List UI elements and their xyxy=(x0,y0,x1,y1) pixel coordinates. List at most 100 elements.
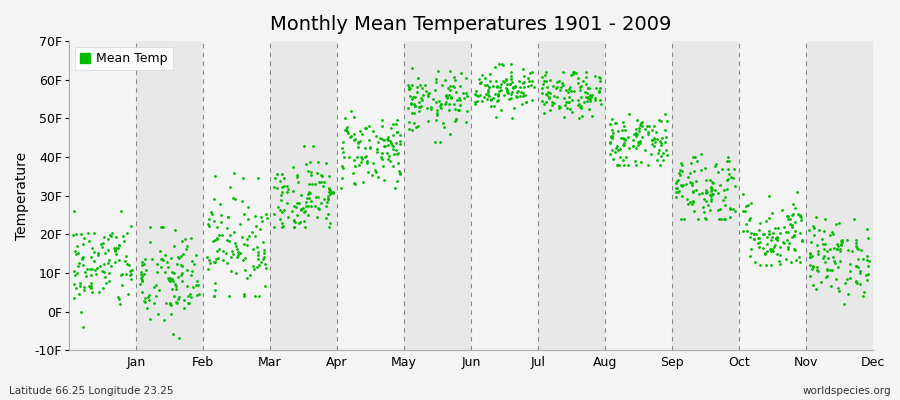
Point xyxy=(204,211,219,217)
Point xyxy=(824,282,839,289)
Point xyxy=(764,246,778,252)
Point xyxy=(483,96,498,102)
Point xyxy=(494,87,508,93)
Point xyxy=(455,90,470,96)
Point xyxy=(389,146,403,153)
Point xyxy=(501,89,516,96)
Point xyxy=(286,164,301,170)
Point xyxy=(616,140,631,146)
Point xyxy=(747,236,761,242)
Point xyxy=(166,278,180,284)
Point xyxy=(347,114,362,120)
Point xyxy=(589,84,603,91)
Point xyxy=(781,213,796,219)
Point xyxy=(314,179,328,185)
Point xyxy=(704,196,718,202)
Point xyxy=(656,150,670,156)
Point xyxy=(816,246,831,252)
Point xyxy=(101,260,115,266)
Point xyxy=(84,280,98,286)
Point xyxy=(135,288,149,295)
Point xyxy=(540,92,554,98)
Point xyxy=(308,203,322,210)
Point xyxy=(674,216,688,222)
Point xyxy=(189,252,203,258)
Point xyxy=(713,206,727,213)
Point xyxy=(632,128,646,134)
Point xyxy=(287,217,302,223)
Point xyxy=(788,257,803,263)
Point xyxy=(210,224,224,231)
Point xyxy=(641,129,655,136)
Point xyxy=(660,152,674,158)
Point xyxy=(670,176,685,183)
Point xyxy=(299,203,313,210)
Point xyxy=(347,136,362,143)
Point xyxy=(133,280,148,287)
Point xyxy=(778,256,793,262)
Point xyxy=(484,97,499,103)
Point xyxy=(716,186,731,193)
Point xyxy=(362,123,376,129)
Point xyxy=(806,282,820,288)
Point xyxy=(659,134,673,141)
Point xyxy=(786,234,800,240)
Point xyxy=(137,298,151,304)
Point xyxy=(809,264,824,270)
Point xyxy=(219,250,233,256)
Point xyxy=(339,124,354,130)
Point xyxy=(208,237,222,243)
Point xyxy=(298,224,312,230)
Point xyxy=(237,293,251,300)
Point xyxy=(161,275,176,282)
Point xyxy=(166,269,180,276)
Point xyxy=(743,234,758,240)
Point xyxy=(728,208,742,214)
Point xyxy=(699,190,714,196)
Point xyxy=(645,141,660,148)
Point xyxy=(312,179,327,185)
Point xyxy=(443,68,457,74)
Point xyxy=(617,137,632,144)
Point xyxy=(704,183,718,190)
Point xyxy=(317,196,331,202)
Point xyxy=(772,230,787,236)
Point xyxy=(316,183,330,190)
Point xyxy=(184,272,198,278)
Point xyxy=(516,90,530,96)
Point xyxy=(554,87,568,93)
Point xyxy=(788,219,803,225)
Point xyxy=(860,277,874,283)
Point xyxy=(321,210,336,217)
Point xyxy=(346,180,361,186)
Point xyxy=(102,278,116,284)
Point xyxy=(151,311,166,318)
Point xyxy=(633,122,647,128)
Bar xyxy=(203,41,270,350)
Point xyxy=(163,300,177,307)
Point xyxy=(473,80,488,86)
Point xyxy=(386,162,400,169)
Point xyxy=(274,189,289,195)
Point xyxy=(770,236,784,243)
Point xyxy=(77,287,92,294)
Point xyxy=(351,139,365,146)
Point xyxy=(500,87,515,94)
Point xyxy=(311,206,326,212)
Point xyxy=(747,231,761,237)
Point xyxy=(642,123,656,129)
Point xyxy=(766,230,780,236)
Point xyxy=(202,260,217,266)
Point xyxy=(563,88,578,94)
Point xyxy=(588,95,602,102)
Point xyxy=(230,251,245,258)
Point xyxy=(778,228,793,235)
Point xyxy=(579,81,593,88)
Point xyxy=(321,196,336,202)
Point xyxy=(404,127,419,133)
Point xyxy=(794,217,808,224)
Point xyxy=(795,238,809,244)
Point xyxy=(303,159,318,165)
Point xyxy=(830,245,844,252)
Point xyxy=(630,130,644,137)
